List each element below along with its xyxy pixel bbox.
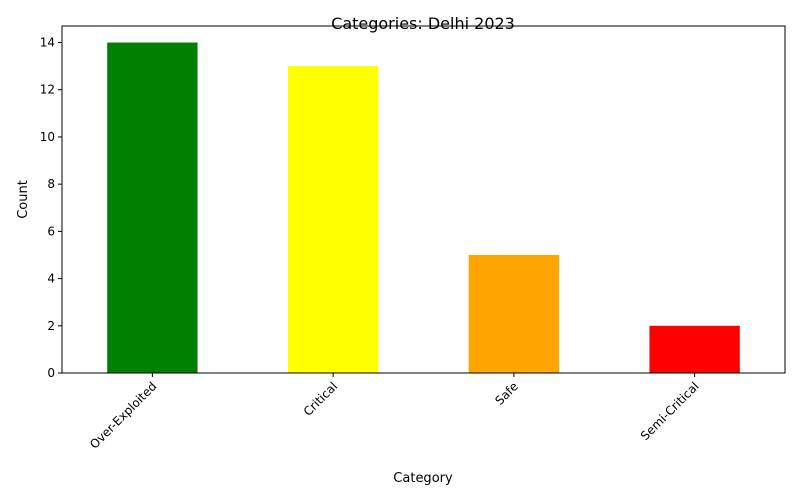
y-tick-label: 14 [40,36,55,50]
plot-frame [61,25,786,374]
bar-semi-critical [649,325,740,373]
y-axis-label: Count [16,180,31,219]
y-tick-label: 0 [47,366,55,380]
bar-safe [468,254,560,373]
x-axis-label: Category [393,471,453,486]
y-axis-ticks: 0 2 4 6 8 10 12 14 [40,36,62,380]
y-tick-label: 12 [40,83,55,97]
y-tick-label: 8 [47,177,55,191]
bar-over-exploited [107,42,198,374]
chart-title: Categories: Delhi 2023 [331,14,515,33]
bars-group [107,42,740,374]
y-tick-label: 10 [40,130,55,144]
y-tick-label: 2 [47,319,55,333]
y-tick-label: 4 [47,272,55,286]
y-tick-label: 6 [47,224,55,238]
bar-critical [287,66,379,374]
